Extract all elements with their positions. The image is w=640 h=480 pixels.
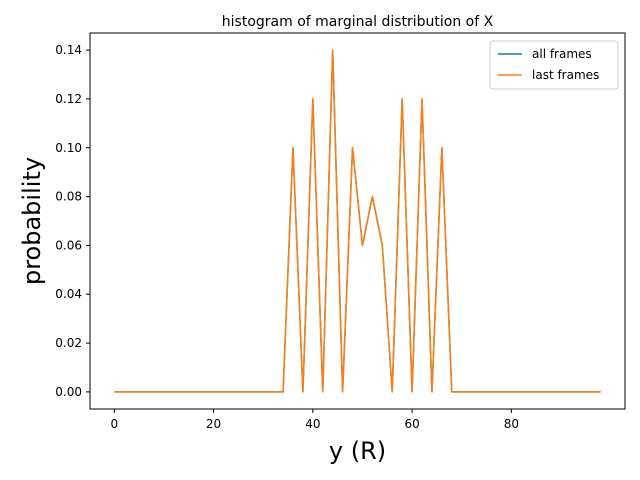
y-tick-label: 0.00: [55, 385, 82, 399]
y-tick-label: 0.10: [55, 141, 82, 155]
x-tick-label: 0: [110, 417, 118, 431]
x-tick-label: 40: [305, 417, 320, 431]
y-tick-label: 0.02: [55, 336, 82, 350]
y-axis-ticks: 0.00 0.02 0.04 0.06 0.08 0.10 0.12 0.14: [55, 43, 90, 399]
x-axis-ticks: 0 20 40 60 80: [110, 409, 519, 431]
y-tick-label: 0.12: [55, 92, 82, 106]
x-tick-label: 20: [206, 417, 221, 431]
plot-frame: [89, 32, 626, 410]
x-tick-label: 80: [504, 417, 519, 431]
x-axis-label: y (R): [329, 437, 386, 465]
chart-title: histogram of marginal distribution of X: [222, 14, 494, 30]
series-line-last-frames: [114, 49, 601, 393]
legend: all frames last frames: [489, 40, 619, 90]
y-axis-label: probability: [18, 157, 46, 285]
y-tick-label: 0.08: [55, 190, 82, 204]
plot-area: [89, 32, 626, 410]
series-layer: [114, 49, 601, 393]
legend-label-last-frames: last frames: [532, 68, 599, 82]
x-tick-label: 60: [404, 417, 419, 431]
y-tick-label: 0.14: [55, 43, 82, 57]
y-tick-label: 0.06: [55, 238, 82, 252]
y-tick-label: 0.04: [55, 287, 82, 301]
legend-box: [489, 40, 619, 90]
legend-label-all-frames: all frames: [532, 47, 592, 61]
series-line-all-frames: [114, 49, 601, 393]
